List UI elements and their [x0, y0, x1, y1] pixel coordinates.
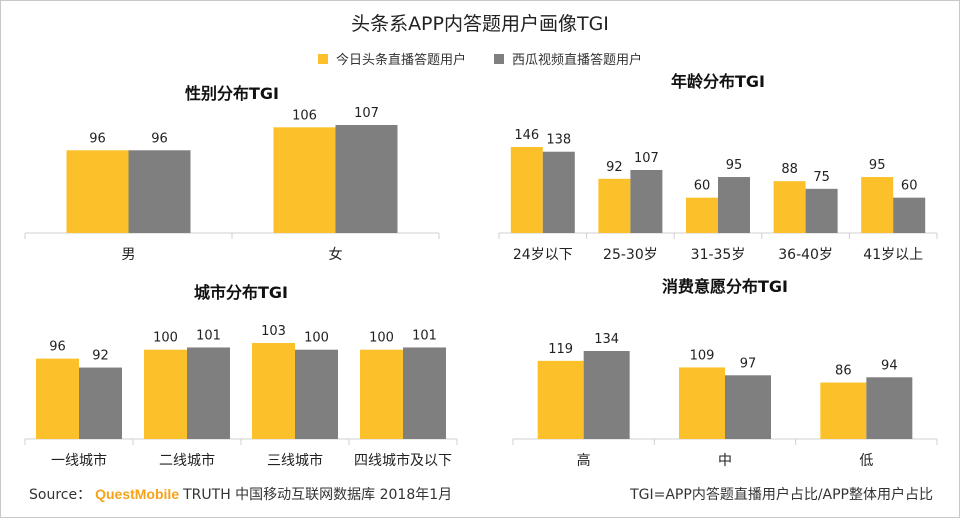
chart-2-data-label: 95: [726, 158, 743, 173]
chart-4-data-label: 94: [881, 358, 898, 373]
chart-3-bar-toutiao: [144, 349, 187, 439]
chart-2-category-label: 24岁以下: [513, 247, 573, 263]
chart-2-data-label: 107: [634, 151, 659, 166]
chart-4-bar-xigua: [583, 351, 630, 439]
chart-1-title: 性别分布TGI: [185, 84, 279, 103]
chart-4-data-label: 119: [548, 342, 573, 357]
chart-1-data-label: 106: [292, 108, 317, 123]
legend-swatch-toutiao: [317, 53, 328, 64]
chart-1-category-label: 男: [122, 247, 136, 263]
chart-2-bar-toutiao: [598, 178, 631, 233]
chart-3-bar-toutiao: [360, 349, 403, 439]
questmobile-brand: QuestMobile: [95, 486, 180, 502]
chart-4-data-label: 134: [594, 332, 619, 347]
chart-3-data-label: 96: [49, 340, 66, 355]
chart-2-bar-xigua: [893, 197, 926, 233]
chart-3-bar-toutiao: [36, 358, 79, 439]
chart-3-data-label: 92: [92, 349, 109, 364]
chart-3-data-label: 103: [261, 324, 286, 339]
chart-1-data-label: 96: [151, 131, 168, 146]
chart-1-bar-toutiao: [273, 127, 336, 233]
legend-item-xigua: 西瓜视频直播答题用户: [494, 49, 642, 68]
legend-label-toutiao: 今日头条直播答题用户: [335, 53, 466, 68]
chart-2-bar-toutiao: [861, 177, 894, 233]
chart-3-data-label: 101: [412, 328, 437, 343]
chart-2-category-label: 25-30岁: [603, 247, 658, 263]
chart-4-bar-toutiao: [679, 367, 725, 439]
chart-1-bar-xigua: [335, 125, 398, 233]
chart-4-data-label: 109: [690, 348, 715, 363]
chart-1-bar-xigua: [128, 150, 191, 233]
chart-3-data-label: 100: [369, 331, 394, 346]
chart-2-bar-toutiao: [773, 181, 806, 233]
chart-4-title: 消费意愿分布TGI: [662, 277, 788, 296]
chart-2-data-label: 92: [606, 160, 623, 175]
chart-4-bar-toutiao: [820, 382, 867, 439]
chart-2-data-label: 88: [781, 162, 798, 177]
chart-3-category-label: 三线城市: [267, 452, 323, 469]
chart-4-bar-toutiao: [537, 360, 584, 439]
chart-2-title: 年龄分布TGI: [671, 72, 765, 91]
chart-2-data-label: 60: [901, 179, 918, 194]
legend-swatch-xigua: [494, 53, 504, 64]
chart-1-category-label: 女: [329, 246, 343, 263]
chart-2-data-label: 138: [546, 133, 571, 148]
legend: 今日头条直播答题用户 西瓜视频直播答题用户: [1, 49, 959, 68]
chart-4-bar-xigua: [866, 377, 913, 439]
chart-4-category-label: 高: [577, 452, 591, 469]
chart-3-bar-xigua: [187, 347, 230, 439]
chart-4-data-label: 86: [835, 364, 852, 379]
chart-2-category-label: 31-35岁: [691, 247, 746, 263]
legend-label-xigua: 西瓜视频直播答题用户: [512, 53, 643, 68]
chart-3-bar-xigua: [295, 349, 338, 439]
legend-item-toutiao: 今日头条直播答题用户: [317, 49, 466, 68]
chart-2-data-label: 60: [694, 179, 711, 194]
chart-3-data-label: 100: [153, 331, 178, 346]
chart-2-bar-toutiao: [510, 147, 543, 233]
chart-4-data-label: 97: [740, 356, 757, 371]
tgi-definition: TGI=APP内答题直播用户占比/APP整体用户占比: [630, 487, 933, 503]
chart-3-bar-xigua: [403, 347, 446, 439]
chart-2-data-label: 146: [514, 128, 539, 143]
chart-2-bar-xigua: [542, 151, 575, 233]
chart-2-data-label: 95: [869, 158, 886, 173]
chart-4-category-label: 中: [718, 453, 732, 469]
chart-3-category-label: 一线城市: [51, 452, 107, 469]
chart-3-category-label: 四线城市及以下: [354, 452, 452, 469]
chart-3-category-label: 二线城市: [159, 452, 215, 469]
chart-2-bar-xigua: [630, 169, 663, 233]
chart-2-bar-xigua: [718, 177, 750, 233]
chart-3-title: 城市分布TGI: [194, 283, 288, 302]
chart-2-bar-xigua: [805, 188, 838, 233]
source-footer: Source： QuestMobile TRUTH 中国移动互联网数据库 2018年…: [29, 484, 452, 504]
chart-2-category-label: 36-40岁: [778, 247, 833, 263]
chart-3-bar-toutiao: [252, 343, 295, 439]
chart-3-data-label: 100: [304, 331, 329, 346]
source-description: TRUTH 中国移动互联网数据库 2018年1月: [183, 487, 453, 503]
chart-1-data-label: 96: [89, 131, 106, 146]
chart-2-category-label: 41岁以上: [863, 247, 923, 263]
page-title: 头条系APP内答题用户画像TGI: [351, 13, 609, 35]
chart-4-bar-xigua: [725, 375, 771, 439]
chart-3-bar-xigua: [79, 367, 122, 439]
chart-2-data-label: 75: [813, 170, 830, 185]
chart-2-bar-toutiao: [686, 197, 718, 233]
chart-3-data-label: 101: [196, 328, 221, 343]
chart-4-category-label: 低: [859, 453, 873, 469]
chart-1-bar-toutiao: [66, 150, 129, 233]
chart-1-data-label: 107: [354, 106, 379, 121]
source-label: Source：: [29, 487, 92, 503]
